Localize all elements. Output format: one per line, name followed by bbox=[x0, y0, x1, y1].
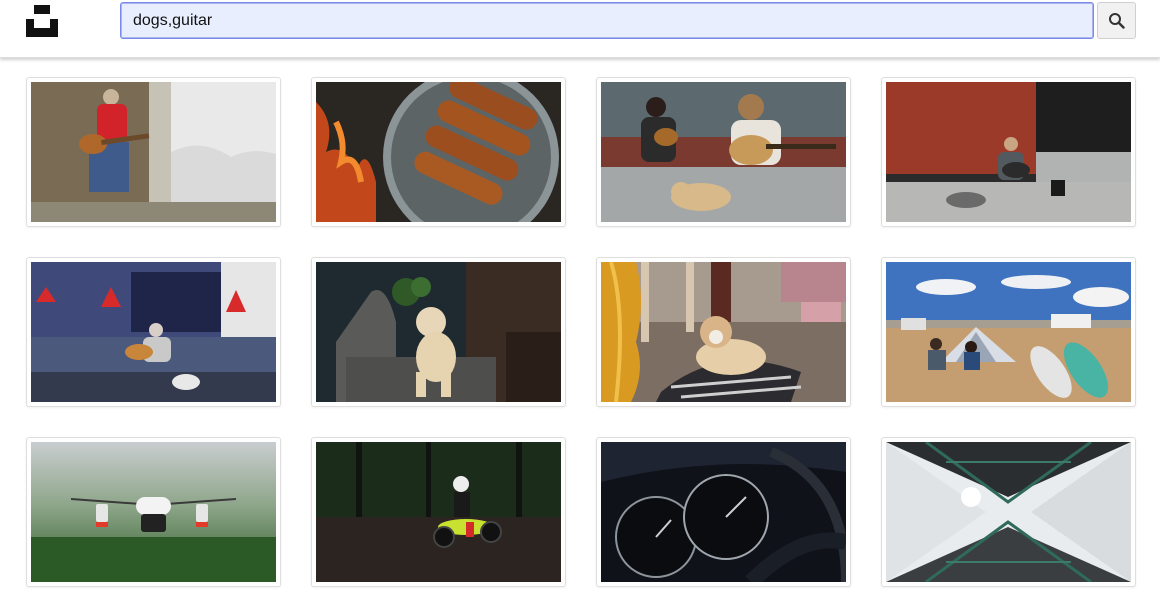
result-card[interactable] bbox=[311, 77, 566, 227]
two-women-guitars-dog-photo bbox=[601, 82, 846, 222]
street-musician-guitar-photo bbox=[31, 82, 276, 222]
result-card[interactable] bbox=[311, 437, 566, 587]
motocross-rider-photo bbox=[316, 442, 561, 582]
top-bar bbox=[0, 0, 1160, 58]
result-card[interactable] bbox=[881, 77, 1136, 227]
result-card[interactable] bbox=[311, 257, 566, 407]
beach-tent-paddleboards-photo bbox=[886, 262, 1131, 402]
result-card[interactable] bbox=[26, 437, 281, 587]
result-card[interactable] bbox=[26, 257, 281, 407]
sausages-in-pan-photo bbox=[316, 82, 561, 222]
result-card[interactable] bbox=[881, 437, 1136, 587]
busker-with-dogs-brick-wall-photo bbox=[886, 82, 1131, 222]
search-input[interactable] bbox=[120, 2, 1094, 39]
man-guitar-dog-street-photo bbox=[31, 262, 276, 402]
result-card[interactable] bbox=[596, 437, 851, 587]
unsplash-logo-icon[interactable] bbox=[26, 5, 58, 37]
poodle-on-sofa-photo bbox=[316, 262, 561, 402]
dog-on-blanket-guitar-photo bbox=[601, 262, 846, 402]
skylight-architecture-photo bbox=[886, 442, 1131, 582]
car-dashboard-gauges-photo bbox=[601, 442, 846, 582]
result-card[interactable] bbox=[881, 257, 1136, 407]
result-card[interactable] bbox=[596, 257, 851, 407]
search-icon bbox=[1109, 13, 1125, 29]
drone-flying-photo bbox=[31, 442, 276, 582]
result-card[interactable] bbox=[26, 77, 281, 227]
search-button[interactable] bbox=[1097, 2, 1136, 39]
result-card[interactable] bbox=[596, 77, 851, 227]
